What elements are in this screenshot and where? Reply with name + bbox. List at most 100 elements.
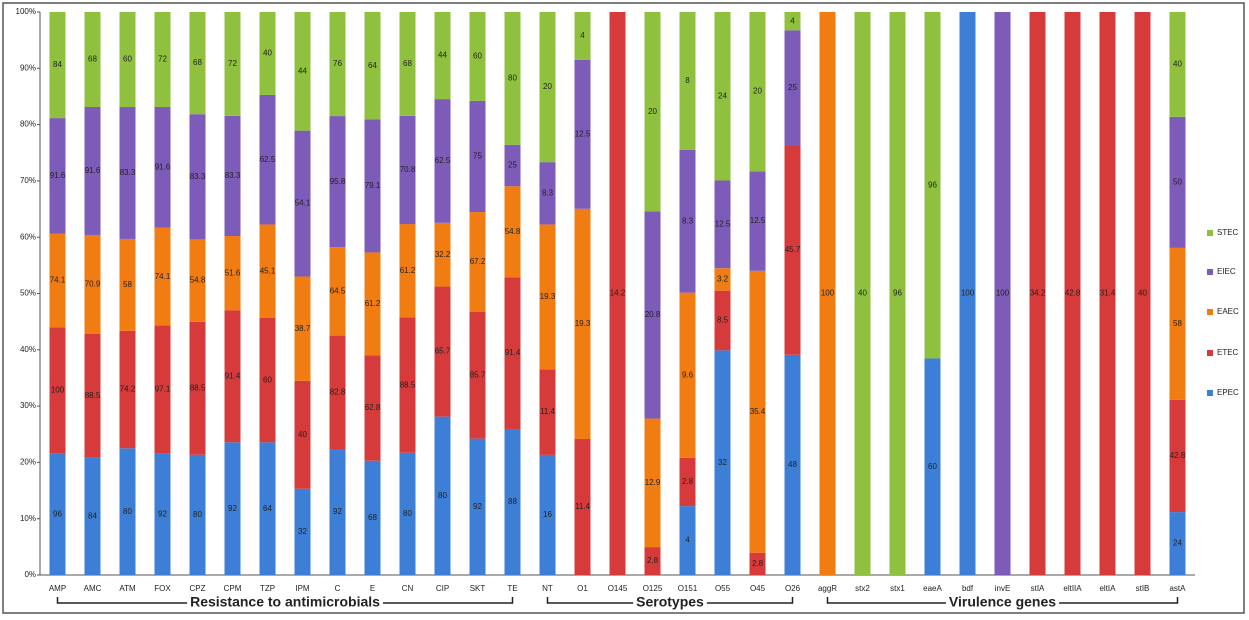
data-label: 70.9 — [85, 280, 101, 289]
bar-segment — [154, 453, 171, 575]
data-label: 91.6 — [155, 163, 171, 172]
data-label: 60 — [928, 462, 937, 471]
data-label: 12.5 — [715, 219, 731, 228]
legend-label: ETEC — [1217, 348, 1239, 357]
data-label: 4 — [790, 16, 795, 25]
y-tick-label: 20% — [20, 458, 36, 467]
bar-segment — [294, 488, 311, 575]
data-label: 61.2 — [400, 266, 416, 275]
bar-segment — [294, 380, 311, 489]
data-label: 50 — [1173, 177, 1182, 186]
x-tick-label: astA — [1169, 584, 1186, 593]
x-tick-label: stIA — [1031, 584, 1045, 593]
data-label: 83.3 — [225, 171, 241, 180]
y-tick-label: 70% — [20, 176, 36, 185]
legend-swatch — [1207, 350, 1213, 356]
x-tick-label: O26 — [785, 584, 801, 593]
bar-segment — [469, 438, 486, 575]
x-tick-label: bdf — [962, 584, 974, 593]
data-label: 42.8 — [1170, 451, 1186, 460]
x-tick-label: C — [335, 584, 341, 593]
bar-segment — [784, 145, 801, 355]
bar-segment — [224, 115, 241, 237]
data-label: 65.7 — [435, 347, 451, 356]
data-label: 83.3 — [190, 172, 206, 181]
bar-segment — [154, 325, 171, 454]
y-tick-label: 80% — [20, 120, 36, 129]
bar-segment — [539, 12, 556, 163]
bar-segment — [854, 12, 871, 575]
data-label: 38.7 — [295, 324, 311, 333]
data-label: 40 — [858, 289, 867, 298]
bar-segment — [364, 12, 381, 120]
bar-segment — [1064, 12, 1081, 575]
bar-segment — [679, 12, 696, 150]
bar-segment — [49, 118, 66, 234]
bar-segment — [644, 547, 661, 575]
legend-label: EIEC — [1217, 267, 1236, 276]
data-label: 2.8 — [752, 559, 764, 568]
x-tick-label: TZP — [260, 584, 275, 593]
data-label: 68 — [368, 513, 377, 522]
group-label: Virulence genes — [949, 594, 1056, 610]
bar-segment — [189, 239, 206, 322]
x-tick-label: E — [370, 584, 375, 593]
x-tick-label: eltIIA — [1063, 584, 1082, 593]
x-tick-label: CPZ — [190, 584, 206, 593]
bar-segment — [154, 106, 171, 228]
group-label: Resistance to antimicrobials — [190, 594, 380, 610]
bar-segment — [749, 12, 766, 172]
x-tick-label: NT — [542, 584, 553, 593]
data-label: 100 — [821, 289, 835, 298]
bar-segment — [294, 12, 311, 131]
x-tick-label: stIB — [1136, 584, 1150, 593]
data-label: 19.3 — [575, 319, 591, 328]
bar-segment — [434, 416, 451, 575]
data-label: 54.8 — [505, 227, 521, 236]
bar-segment — [154, 12, 171, 107]
bar-segment — [434, 99, 451, 223]
bar-segment — [469, 100, 486, 213]
bar-segment — [1169, 512, 1186, 575]
bar-segment — [259, 224, 276, 318]
data-label: 12.5 — [750, 216, 766, 225]
data-label: 8.3 — [542, 188, 554, 197]
data-label: 2.8 — [647, 556, 659, 565]
data-label: 20 — [648, 107, 657, 116]
data-label: 68 — [193, 58, 202, 67]
bar-segment — [119, 12, 136, 108]
data-label: 12.9 — [645, 478, 661, 487]
data-label: 80 — [403, 509, 412, 518]
bar-segment — [714, 180, 731, 269]
bar-segment — [539, 162, 556, 225]
bar-segment — [1169, 399, 1186, 513]
data-label: 91.6 — [85, 166, 101, 175]
bar-segment — [679, 292, 696, 458]
group-label: Serotypes — [636, 594, 704, 610]
data-label: 64 — [368, 61, 377, 70]
data-label: 24 — [1173, 539, 1182, 548]
bar-segment — [1169, 116, 1186, 248]
data-label: 100 — [51, 386, 65, 395]
data-label: 97.1 — [155, 385, 171, 394]
bar-segment — [84, 457, 101, 575]
bar-segment — [679, 506, 696, 575]
bar-segment — [539, 224, 556, 370]
legend-swatch — [1207, 390, 1213, 396]
bar-segment — [329, 116, 346, 248]
data-label: 68 — [88, 55, 97, 64]
x-tick-label: SKT — [470, 584, 486, 593]
data-label: 11.4 — [540, 407, 556, 416]
bar-segment — [434, 286, 451, 417]
bar-segment — [784, 354, 801, 575]
bar-segment — [49, 327, 66, 454]
x-tick-label: stx2 — [855, 584, 870, 593]
data-label: 58 — [1173, 319, 1182, 328]
bar-segment — [504, 144, 521, 187]
bar-segment — [119, 330, 136, 449]
bar-segment — [224, 310, 241, 443]
data-label: 60 — [263, 375, 272, 384]
legend-label: STEC — [1217, 228, 1239, 237]
legend-label: EAEC — [1217, 307, 1239, 316]
bar-segment — [644, 211, 661, 419]
